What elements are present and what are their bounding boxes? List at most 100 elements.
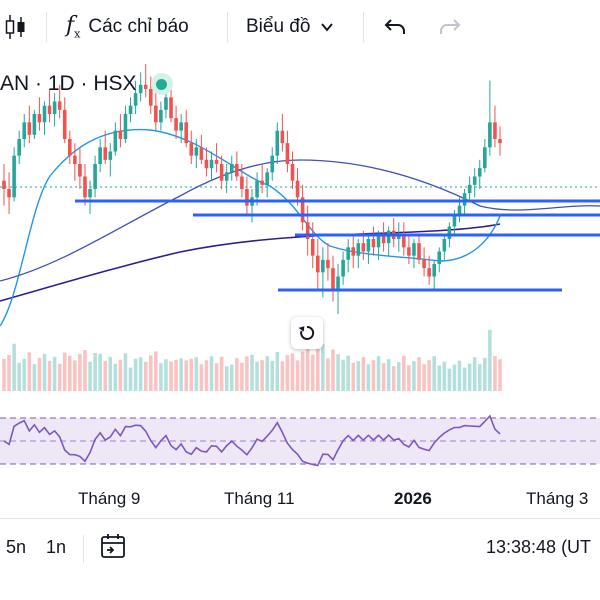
volume-bar — [138, 357, 143, 391]
redo-icon[interactable] — [438, 8, 464, 46]
candle-body — [240, 176, 244, 189]
market-status-indicator — [150, 73, 173, 95]
chart-type-label: Biểu đồ — [246, 16, 311, 37]
candle-body — [12, 155, 16, 198]
candle-body — [154, 105, 158, 123]
trend-lines[interactable] — [75, 199, 600, 292]
volume-bar — [17, 362, 21, 391]
volume-bar — [407, 365, 411, 391]
candle-body — [108, 151, 113, 160]
candle-body — [321, 259, 325, 273]
candle-body — [159, 109, 163, 123]
volume-bar — [402, 355, 406, 391]
volume-bar — [488, 329, 492, 391]
candle-body — [341, 259, 345, 277]
clock-time[interactable]: 13:38:48 (UT — [486, 537, 592, 557]
candle-body — [7, 189, 11, 198]
volume-bar — [88, 361, 92, 391]
candle-body — [209, 159, 214, 169]
volume-bar — [42, 353, 47, 391]
candle-body — [255, 180, 259, 198]
candle-body — [93, 164, 97, 189]
undo-icon[interactable] — [383, 8, 409, 46]
candle-body — [427, 268, 431, 277]
candle-body — [351, 247, 356, 256]
volume-bar — [290, 353, 295, 391]
candle-body — [128, 105, 133, 114]
bottom-divider — [83, 535, 84, 563]
volume-bar — [47, 360, 52, 391]
volume-bar — [310, 354, 315, 391]
candle-body — [32, 114, 37, 135]
candle-body — [275, 130, 280, 156]
volume-bar — [275, 352, 280, 391]
candle-body — [17, 139, 21, 156]
price-chart[interactable] — [0, 56, 600, 486]
candle-body — [462, 193, 467, 206]
indicators-button[interactable]: fx Các chỉ báo — [66, 8, 189, 46]
candle-body — [27, 122, 32, 135]
candle-body — [214, 159, 219, 164]
volume-bar — [52, 356, 57, 391]
candle-body — [143, 84, 148, 89]
volume-bar — [113, 363, 118, 391]
volume-bar — [184, 360, 189, 391]
volume-bar — [493, 356, 497, 391]
volume-bar — [472, 357, 477, 391]
symbol-legend[interactable]: AN · 1D · HSX — [0, 70, 173, 98]
volume-bar — [336, 354, 340, 391]
volume-bar — [422, 364, 426, 391]
volume-bar — [37, 357, 42, 391]
volume-bar — [305, 345, 310, 391]
volume-bar — [381, 363, 386, 391]
range-5n-button[interactable]: 5n — [6, 537, 27, 557]
slow-moving-average — [0, 223, 501, 302]
candle-body — [224, 172, 229, 181]
candle-body — [290, 164, 295, 181]
candles — [2, 64, 502, 314]
candle-body — [381, 234, 386, 244]
volume-bar — [498, 359, 502, 391]
candle-body — [67, 139, 72, 156]
candle-body — [477, 168, 482, 177]
volume-bar — [12, 343, 16, 391]
moving-averages — [0, 128, 600, 327]
candle-body — [452, 214, 457, 227]
volume-bar — [412, 361, 416, 391]
volume-bar — [427, 360, 431, 391]
date-range-button[interactable] — [98, 531, 130, 563]
volume-bar — [164, 359, 168, 391]
candle-body — [138, 84, 143, 94]
volume-bar — [321, 344, 325, 391]
volume-bar — [7, 355, 11, 391]
volume-bar — [391, 366, 396, 391]
volume-bar — [366, 364, 371, 391]
chart-type-button[interactable]: Biểu đồ — [246, 8, 334, 46]
candle-body — [123, 114, 128, 139]
candle-body — [88, 189, 92, 198]
candle-body — [305, 222, 310, 239]
candle-body — [42, 105, 47, 123]
candle-body — [300, 197, 305, 223]
candle-body — [98, 147, 102, 164]
candle-body — [346, 247, 350, 260]
calendar-icon — [101, 534, 125, 558]
volume-bar — [174, 359, 178, 391]
candle-body — [483, 147, 487, 169]
volume-bar — [361, 357, 366, 391]
volume-bar — [179, 358, 183, 391]
candle-body — [133, 93, 138, 106]
reset-chart-button[interactable] — [291, 317, 323, 349]
candle-body — [376, 234, 381, 248]
range-1n-button[interactable]: 1n — [46, 537, 67, 557]
x-axis-label: Tháng 11 — [224, 489, 295, 508]
volume-bar — [108, 356, 113, 391]
candlestick-icon[interactable] — [4, 8, 30, 46]
candle-body — [407, 247, 411, 256]
candle-body — [386, 230, 391, 244]
candle-body — [437, 251, 442, 264]
fast-moving-average — [0, 128, 501, 327]
volume-bar — [376, 356, 381, 391]
candle-body — [356, 243, 361, 256]
volume-bar — [477, 364, 482, 391]
